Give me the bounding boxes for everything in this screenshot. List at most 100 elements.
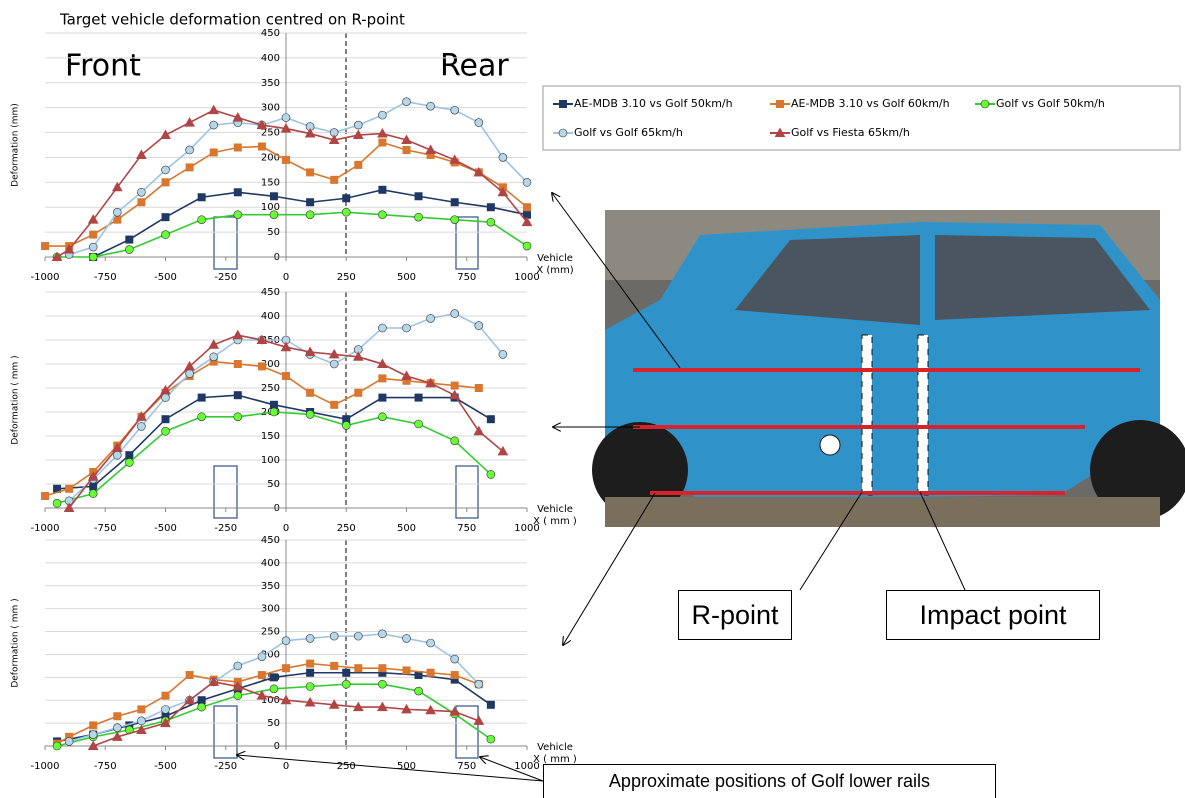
data-point [331, 176, 338, 183]
data-point [234, 692, 242, 700]
data-point [499, 153, 507, 161]
annotation: Front [65, 49, 141, 84]
x-tick-label: 500 [397, 523, 416, 534]
data-point [113, 208, 121, 216]
data-point [403, 667, 410, 674]
data-point [487, 218, 495, 226]
data-point [487, 735, 495, 743]
data-point [186, 164, 193, 171]
data-point [186, 672, 193, 679]
y-tick-label: 150 [261, 431, 280, 442]
x-tick-label: -500 [154, 523, 177, 534]
legend-marker [777, 101, 784, 108]
data-point [379, 394, 386, 401]
data-point [415, 687, 423, 695]
data-point [89, 490, 97, 498]
data-point [306, 682, 314, 690]
data-point [162, 692, 169, 699]
data-point [403, 634, 411, 642]
data-point [138, 706, 145, 713]
data-point [379, 665, 386, 672]
y-tick-label: 50 [267, 718, 280, 729]
data-point [451, 106, 459, 114]
data-point [270, 211, 278, 219]
data-point [283, 156, 290, 163]
data-point [258, 672, 265, 679]
data-point [258, 363, 265, 370]
data-point [210, 149, 217, 156]
data-point [427, 102, 435, 110]
data-point [89, 243, 97, 251]
data-point [162, 179, 169, 186]
y-axis-label: Deformation (mm) [11, 103, 21, 187]
data-point [451, 437, 459, 445]
y-tick-label: 450 [261, 28, 280, 39]
legend-frame [543, 86, 1180, 150]
data-point [198, 194, 205, 201]
data-point [379, 375, 386, 382]
data-point [234, 211, 242, 219]
legend-marker [560, 101, 567, 108]
data-point [162, 214, 169, 221]
data-point [451, 672, 458, 679]
y-tick-label: 400 [261, 53, 280, 64]
data-point [451, 382, 458, 389]
data-point [89, 731, 97, 739]
data-point [113, 724, 121, 732]
x-axis-label: Vehicle X ( mm ) [533, 504, 577, 528]
data-point [379, 186, 386, 193]
y-tick-label: 150 [261, 177, 280, 188]
x-tick-label: -500 [154, 272, 177, 283]
y-tick-label: 300 [261, 103, 280, 114]
data-point [234, 662, 242, 670]
data-point [186, 146, 194, 154]
data-point [198, 394, 205, 401]
y-tick-label: 450 [261, 287, 280, 298]
data-point [487, 416, 494, 423]
data-point [89, 253, 97, 261]
data-point [475, 322, 483, 330]
label-box: Impact point [886, 590, 1100, 640]
data-point [378, 680, 386, 688]
data-point [427, 314, 435, 322]
data-point [487, 204, 494, 211]
data-point [475, 680, 483, 688]
data-point [125, 246, 133, 254]
data-point [65, 737, 73, 745]
data-point [427, 669, 434, 676]
data-point [355, 161, 362, 168]
data-point [451, 216, 459, 224]
y-tick-label: 250 [261, 383, 280, 394]
x-tick-label: -1000 [30, 761, 59, 772]
y-tick-label: 50 [267, 227, 280, 238]
data-point [126, 452, 133, 459]
y-tick-label: 50 [267, 479, 280, 490]
data-line [45, 362, 479, 496]
data-point [475, 119, 483, 127]
chart-title: Target vehicle deformation centred on R-… [59, 11, 405, 29]
y-tick-label: 450 [261, 535, 280, 546]
data-point [524, 204, 531, 211]
data-point [234, 361, 241, 368]
x-tick-label: 500 [397, 272, 416, 283]
data-point [162, 394, 170, 402]
data-point [42, 493, 49, 500]
y-tick-label: 100 [261, 202, 280, 213]
data-point [210, 353, 218, 361]
x-tick-label: -1000 [30, 272, 59, 283]
data-point [282, 114, 290, 122]
label-box: Approximate positions of Golf lower rail… [543, 764, 996, 798]
data-point [378, 324, 386, 332]
y-tick-label: 350 [261, 581, 280, 592]
data-point [270, 401, 277, 408]
x-axis-label: Vehicle X (mm) [533, 253, 577, 277]
data-point [198, 216, 206, 224]
y-tick-label: 250 [261, 627, 280, 638]
data-point [342, 421, 350, 429]
x-tick-label: 500 [397, 761, 416, 772]
data-point [283, 665, 290, 672]
data-point [487, 470, 495, 478]
x-tick-label: 750 [457, 523, 476, 534]
data-point [114, 713, 121, 720]
y-tick-label: 400 [261, 311, 280, 322]
